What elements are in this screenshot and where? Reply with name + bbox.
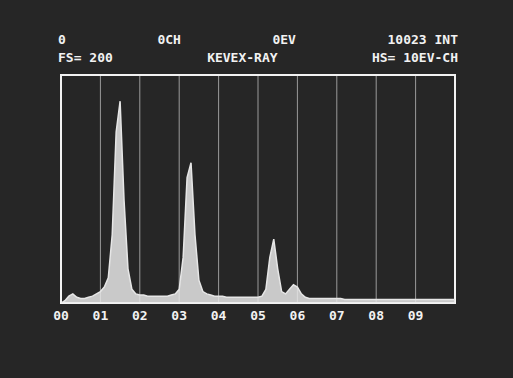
svg-text:01: 01 bbox=[93, 308, 109, 323]
svg-text:03: 03 bbox=[171, 308, 187, 323]
svg-text:05: 05 bbox=[250, 308, 266, 323]
svg-text:08: 08 bbox=[368, 308, 384, 323]
svg-text:09: 09 bbox=[408, 308, 424, 323]
svg-text:00: 00 bbox=[53, 308, 69, 323]
svg-text:07: 07 bbox=[329, 308, 345, 323]
html-text:10023 INT: 10023 INT bbox=[387, 32, 458, 47]
html-text:0EV: 0EV bbox=[272, 32, 296, 47]
html-text:0CH: 0CH bbox=[157, 32, 181, 47]
html-text:HS= 10EV-CH: HS= 10EV-CH bbox=[371, 50, 458, 65]
html-text:0: 0 bbox=[58, 32, 66, 47]
svg-text:06: 06 bbox=[290, 308, 306, 323]
html-text:KEVEX-RAY: KEVEX-RAY bbox=[207, 50, 278, 65]
svg-text:04: 04 bbox=[211, 308, 227, 323]
html-text:FS= 200: FS= 200 bbox=[58, 50, 113, 65]
svg-text:02: 02 bbox=[132, 308, 148, 323]
